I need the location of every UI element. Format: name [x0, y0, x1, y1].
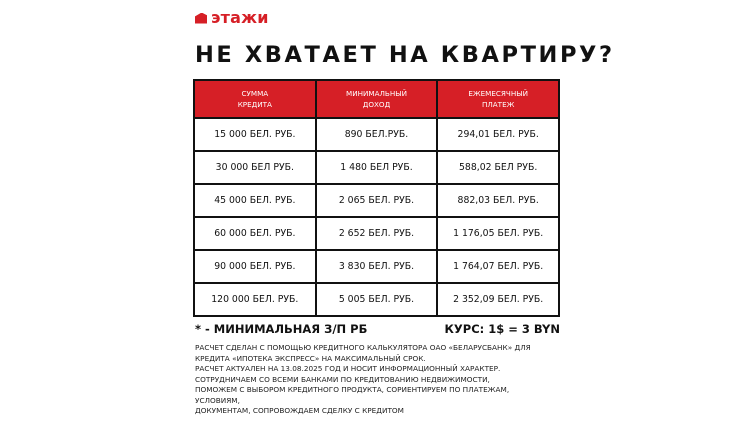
table-row: 30 000 БЕЛ РУБ. 1 480 БЕЛ РУБ. 588,02 БЕЛ … [193, 150, 560, 185]
table-row: 120 000 БЕЛ. РУБ. 5 005 БЕЛ. РУБ. 2 352,09… [193, 282, 560, 317]
min-income-cell: 890 БЕЛ.РУБ. [314, 117, 439, 152]
min-income-cell: 5 005 БЕЛ. РУБ. [314, 282, 439, 317]
footnote: * - МИНИМАЛЬНАЯ З/П РБ [195, 322, 368, 336]
table-row: 60 000 БЕЛ. РУБ. 2 652 БЕЛ. РУБ. 1 176,05 … [193, 216, 560, 251]
loan-amount-cell: 60 000 БЕЛ. РУБ. [193, 216, 317, 251]
disclaimer-line: СОТРУДНИЧАЕМ СО ВСЕМИ БАНКАМИ ПО КРЕДИТО… [195, 374, 490, 384]
loan-amount-cell: 120 000 БЕЛ. РУБ. [193, 282, 317, 317]
header-line: МИНИМАЛЬНЫЙ [346, 89, 407, 98]
header-min-income: МИНИМАЛЬНЫЙ ДОХОД [314, 79, 439, 119]
monthly-payment-cell: 1 764,07 БЕЛ. РУБ. [436, 249, 560, 284]
brand-logo: этажи [195, 9, 269, 27]
loan-table: СУММА КРЕДИТА МИНИМАЛЬНЫЙ ДОХОД ЕЖЕМЕСЯЧНЫ… [193, 79, 560, 317]
table-row: 15 000 БЕЛ. РУБ. 890 БЕЛ.РУБ. 294,01 БЕЛ. … [193, 117, 560, 152]
monthly-payment-cell: 2 352,09 БЕЛ. РУБ. [436, 282, 560, 317]
disclaimer-line: РАСЧЕТ СДЕЛАН С ПОМОЩЬЮ КРЕДИТНОГО КАЛЬК… [195, 343, 531, 352]
page-title: НЕ ХВАТАЕТ НА КВАРТИРУ? [195, 42, 615, 68]
disclaimer-line: ДОКУМЕНТАМ, СОПРОВОЖДАЕМ СДЕЛКУ С КРЕДИТ… [195, 406, 404, 415]
disclaimer-line: КРЕДИТА «ИПОТЕКА ЭКСПРЕСС» НА МАКСИМАЛЬН… [195, 353, 426, 363]
min-income-cell: 1 480 БЕЛ РУБ. [314, 150, 439, 185]
monthly-payment-cell: 588,02 БЕЛ РУБ. [436, 150, 560, 185]
header-line: ЕЖЕМЕСЯЧНЫЙ [468, 89, 528, 98]
header-line: ДОХОД [362, 100, 391, 109]
min-income-cell: 2 065 БЕЛ. РУБ. [314, 183, 439, 218]
disclaimer: РАСЧЕТ СДЕЛАН С ПОМОЩЬЮ КРЕДИТНОГО КАЛЬК… [195, 343, 531, 417]
disclaimer-line: ПОМОЖЕМ С ВЫБОРОМ КРЕДИТНОГО ПРОДУКТА, С… [195, 385, 510, 394]
loan-amount-cell: 30 000 БЕЛ РУБ. [193, 150, 317, 185]
loan-amount-cell: 45 000 БЕЛ. РУБ. [193, 183, 317, 218]
exchange-rate: КУРС: 1$ = 3 BYN [444, 322, 560, 336]
house-roof-icon [195, 12, 207, 24]
table-row: 90 000 БЕЛ. РУБ. 3 830 БЕЛ. РУБ. 1 764,07 … [193, 249, 560, 284]
brand-name: этажи [211, 8, 269, 27]
table-row: 45 000 БЕЛ. РУБ. 2 065 БЕЛ. РУБ. 882,03 БЕ… [193, 183, 560, 218]
min-income-cell: 3 830 БЕЛ. РУБ. [314, 249, 439, 284]
loan-amount-cell: 15 000 БЕЛ. РУБ. [193, 117, 317, 152]
min-income-cell: 2 652 БЕЛ. РУБ. [314, 216, 439, 251]
header-loan-amount: СУММА КРЕДИТА [193, 79, 317, 119]
header-monthly-payment: ЕЖЕМЕСЯЧНЫЙ ПЛАТЕЖ [436, 79, 560, 119]
header-line: ПЛАТЕЖ [481, 100, 515, 109]
header-line: СУММА [241, 89, 269, 98]
monthly-payment-cell: 882,03 БЕЛ. РУБ. [436, 183, 560, 218]
disclaimer-line: УСЛОВИЯМ, [195, 395, 240, 405]
table-header-row: СУММА КРЕДИТА МИНИМАЛЬНЫЙ ДОХОД ЕЖЕМЕСЯЧНЫ… [193, 79, 560, 119]
loan-amount-cell: 90 000 БЕЛ. РУБ. [193, 249, 317, 284]
disclaimer-line: РАСЧЕТ АКТУАЛЕН НА 13.08.2025 ГОД И НОСИ… [195, 364, 501, 373]
monthly-payment-cell: 294,01 БЕЛ. РУБ. [436, 117, 560, 152]
header-line: КРЕДИТА [237, 100, 272, 109]
monthly-payment-cell: 1 176,05 БЕЛ. РУБ. [436, 216, 560, 251]
